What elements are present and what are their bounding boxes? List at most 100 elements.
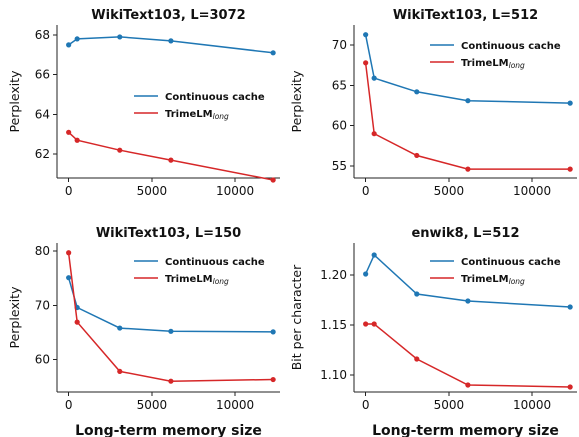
data-point [371, 252, 377, 258]
data-point [363, 321, 369, 327]
series-continuous-cache [363, 32, 573, 106]
data-point [414, 291, 420, 297]
x-tick-label: 10000 [216, 398, 254, 412]
x-axis-label: Long-term memory size [75, 423, 262, 437]
data-point [117, 34, 123, 40]
data-point [567, 100, 573, 106]
data-point [168, 157, 174, 163]
y-tick-label: 1.15 [320, 318, 347, 332]
data-point [371, 321, 377, 327]
data-point [414, 356, 420, 362]
y-tick-label: 1.10 [320, 368, 347, 382]
y-axis-label: Bit per character [289, 264, 304, 370]
panel-title: WikiText103, L=512 [393, 8, 538, 23]
y-tick-label: 70 [332, 38, 347, 52]
data-point [66, 42, 72, 48]
data-point [567, 304, 573, 310]
data-point [465, 98, 471, 104]
legend-label: TrimeLMlong [461, 58, 525, 70]
legend-label: Continuous cache [165, 92, 265, 103]
data-point [567, 384, 573, 390]
series-continuous-cache [66, 34, 276, 56]
x-tick-label: 5000 [137, 398, 168, 412]
data-point [66, 250, 72, 256]
data-point [168, 328, 174, 334]
y-tick-label: 1.20 [320, 268, 347, 282]
data-point [66, 275, 72, 281]
y-tick-label: 68 [35, 28, 50, 42]
panel-title: enwik8, L=512 [411, 226, 519, 241]
panel-3: WikiText103, L=150 60 70 80 0 5000 10000 Perple… [7, 226, 280, 437]
x-tick-label: 5000 [137, 184, 168, 198]
x-tick-label: 10000 [216, 184, 254, 198]
data-point [74, 319, 80, 325]
legend: Continuous cache TrimeLMlong [430, 41, 561, 70]
legend-label: Continuous cache [461, 41, 561, 52]
data-point [168, 378, 174, 384]
x-tick-label: 10000 [513, 398, 551, 412]
y-tick-label: 60 [332, 119, 347, 133]
data-point [414, 89, 420, 95]
data-point [363, 32, 369, 38]
series-continuous-cache [363, 252, 573, 310]
series-line [68, 131, 274, 181]
panel-title: WikiText103, L=150 [96, 226, 241, 241]
data-point [117, 325, 123, 331]
panel-2: WikiText103, L=512 55 60 65 70 0 5000 10000 Perp… [289, 8, 577, 198]
data-point [465, 382, 471, 388]
data-point [465, 298, 471, 304]
data-point [270, 329, 276, 335]
series-trimelm-long [363, 321, 573, 390]
y-tick-label: 62 [35, 147, 50, 161]
y-tick-label: 55 [332, 159, 347, 173]
y-axis-label: Perplexity [7, 286, 22, 349]
legend: Continuous cache TrimeLMlong [134, 257, 265, 286]
panel-4: enwik8, L=512 1.10 1.15 1.20 0 5000 10000 Bit p… [289, 226, 577, 437]
data-point [270, 376, 276, 383]
series-line [364, 62, 571, 170]
x-tick-label: 0 [362, 398, 370, 412]
data-point [371, 131, 377, 137]
data-point [270, 50, 276, 56]
legend-label: TrimeLMlong [461, 274, 525, 286]
y-tick-label: 66 [35, 68, 50, 82]
y-tick-label: 70 [35, 298, 50, 312]
panel-title: WikiText103, L=3072 [91, 8, 245, 23]
series-line [67, 277, 274, 333]
data-point [270, 177, 276, 183]
data-point [117, 368, 123, 375]
data-point [117, 147, 123, 153]
y-tick-label: 60 [35, 352, 50, 366]
data-point [567, 166, 573, 172]
y-tick-label: 65 [332, 78, 347, 92]
data-point [168, 38, 174, 44]
data-point [363, 60, 369, 66]
x-tick-label: 5000 [434, 398, 465, 412]
x-axis-label: Long-term memory size [372, 423, 559, 437]
x-tick-label: 0 [362, 184, 370, 198]
series-line [365, 323, 571, 388]
x-tick-label: 5000 [434, 184, 465, 198]
y-axis-label: Perplexity [289, 70, 304, 133]
legend-label: Continuous cache [461, 257, 561, 268]
series-line [67, 252, 274, 382]
y-tick-label: 80 [35, 244, 50, 258]
data-point [363, 271, 369, 277]
x-tick-label: 10000 [513, 184, 551, 198]
series-trimelm-long [66, 250, 276, 384]
data-point [414, 152, 420, 159]
data-point [465, 166, 471, 172]
legend-label: TrimeLMlong [165, 274, 229, 286]
panel-1: WikiText103, L=3072 62 64 66 68 0 5000 10000 Per… [7, 8, 280, 198]
legend: Continuous cache TrimeLMlong [134, 92, 265, 121]
x-tick-label: 0 [65, 184, 73, 198]
y-axis-label: Perplexity [7, 70, 22, 133]
legend-label: Continuous cache [165, 257, 265, 268]
legend: Continuous cache TrimeLMlong [430, 257, 561, 286]
data-point [371, 75, 377, 81]
series-trimelm-long [66, 129, 276, 183]
data-point [74, 36, 80, 42]
x-tick-label: 0 [65, 398, 73, 412]
legend-label: TrimeLMlong [165, 109, 229, 121]
